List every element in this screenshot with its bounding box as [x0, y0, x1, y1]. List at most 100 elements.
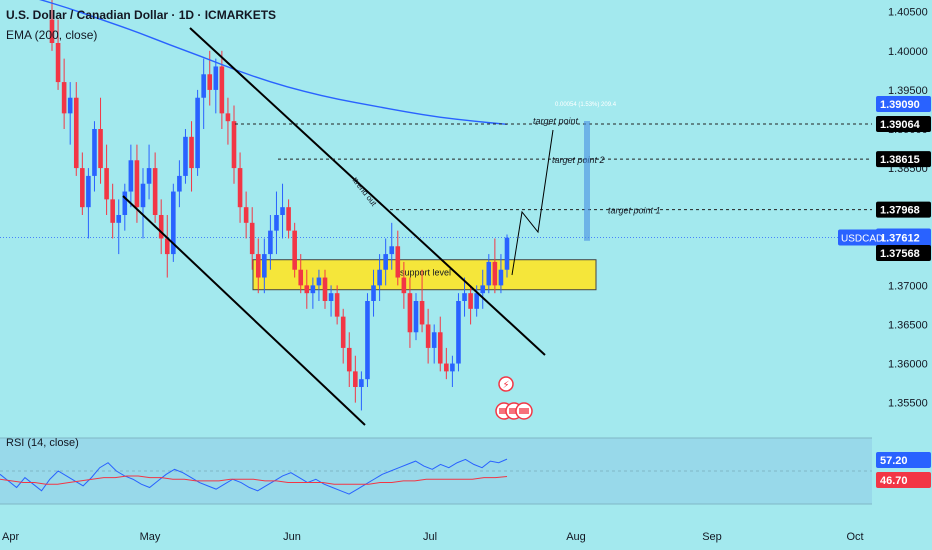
- symbol-tag: USDCAD: [841, 234, 883, 245]
- candle-body: [67, 97, 73, 114]
- candle-body: [413, 301, 419, 333]
- candle-body: [262, 254, 267, 278]
- candle-body: [116, 215, 122, 223]
- candle-body: [468, 293, 473, 309]
- candle-body: [146, 168, 152, 184]
- candle-body: [207, 74, 213, 90]
- ema-legend: EMA (200, close): [6, 28, 98, 42]
- candle-body: [389, 246, 395, 255]
- candle-body: [98, 129, 103, 169]
- candle-body: [231, 121, 237, 169]
- candle-body: [80, 168, 85, 208]
- candle-body: [456, 301, 461, 364]
- target-point-label: target point: [533, 116, 579, 126]
- candle-body: [61, 82, 67, 114]
- rsi-value-tag: 57.20: [880, 455, 908, 467]
- candle-body: [249, 222, 255, 255]
- candle-body: [407, 293, 413, 333]
- y-tick-label: 1.36000: [888, 359, 928, 371]
- rsi-ma-tag-bg: [876, 472, 931, 488]
- candle-body: [462, 293, 467, 301]
- candle-body: [134, 160, 140, 208]
- x-tick-label: Sep: [702, 531, 722, 543]
- rsi-line: [0, 458, 508, 495]
- ema-200-line: [39, 0, 508, 126]
- channel-lower-line: [122, 195, 366, 426]
- candle-body: [171, 191, 176, 255]
- candle-body: [292, 230, 297, 270]
- measure-bar: [584, 120, 590, 241]
- support-top-price-tag: 1.37568: [880, 248, 920, 260]
- candle-body: [401, 277, 407, 294]
- y-tick-label: 1.40500: [888, 7, 928, 19]
- candle-body: [359, 379, 364, 387]
- y-tick-label: 1.35500: [888, 398, 928, 410]
- candle-body: [86, 175, 91, 208]
- candle-body: [274, 215, 279, 231]
- candle-body: [49, 19, 55, 43]
- candle-body: [219, 66, 225, 114]
- candle-body: [450, 363, 455, 372]
- event-flash-glyph: ⚡: [502, 380, 509, 391]
- symbol-tag-bg: [838, 229, 882, 246]
- rsi-value-tag-bg: [876, 452, 931, 468]
- x-tick-label: Jun: [283, 531, 301, 543]
- candle-body: [431, 332, 437, 348]
- target-main-price-tag: 1.39064: [880, 119, 921, 131]
- candle-body: [280, 207, 285, 215]
- y-tick-label: 1.40000: [888, 46, 928, 58]
- target-point-1-label: target point 1: [608, 206, 661, 216]
- y-tick-label: 1.36500: [888, 319, 928, 331]
- candle-body: [444, 363, 449, 372]
- candle-body: [201, 74, 206, 98]
- candle-body: [213, 66, 219, 90]
- candle-body: [110, 199, 115, 223]
- candle-body: [225, 113, 231, 122]
- candle-body: [437, 332, 443, 364]
- candle-body: [316, 277, 322, 286]
- support-level-label: support level: [400, 268, 451, 278]
- measure-label: 0.00054 (1.53%) 209.4: [555, 102, 617, 108]
- event-flash-icon: [498, 376, 514, 392]
- candle-body: [73, 97, 79, 169]
- candle-body: [383, 254, 388, 270]
- support-zone: [252, 259, 597, 291]
- x-tick-label: Oct: [846, 531, 863, 543]
- candle-body: [365, 301, 370, 380]
- candle-body: [504, 237, 510, 270]
- candle-body: [195, 97, 200, 169]
- us-flag-icon: [509, 408, 519, 414]
- candle-body: [189, 136, 194, 169]
- candle-body: [140, 183, 146, 208]
- candle-body: [310, 285, 316, 294]
- candle-body: [286, 207, 291, 231]
- candle-body: [164, 238, 170, 255]
- target-2-price-tag-bg: [876, 151, 931, 168]
- candle-body: [243, 207, 249, 223]
- y-tick-label: 1.37000: [888, 280, 928, 292]
- rsi-legend: RSI (14, close): [6, 437, 79, 449]
- candle-body: [104, 168, 109, 200]
- us-flag-icon: [519, 408, 529, 414]
- candle-body: [268, 230, 273, 255]
- candle-body: [346, 347, 352, 372]
- candle-body: [158, 215, 164, 239]
- trend-out-label: ttrend out: [350, 176, 378, 209]
- candle-body: [92, 129, 97, 176]
- candle-body: [498, 269, 504, 286]
- chart-title: U.S. Dollar / Canadian Dollar · 1D · ICM…: [6, 8, 277, 22]
- channel-upper-line: [189, 27, 546, 356]
- candle-body: [353, 371, 358, 387]
- candle-body: [304, 285, 310, 294]
- support-top-price-tag-bg: [876, 244, 931, 261]
- candle-body: [322, 277, 328, 301]
- candle-body: [480, 285, 486, 294]
- candle-body: [419, 301, 425, 325]
- candle-body: [486, 261, 492, 286]
- target-1-price-tag-bg: [876, 201, 931, 218]
- candle-body: [474, 293, 479, 309]
- candle-body: [328, 293, 334, 301]
- measure-price-tag-bg: [876, 96, 931, 112]
- rsi-panel-bg: [0, 438, 872, 504]
